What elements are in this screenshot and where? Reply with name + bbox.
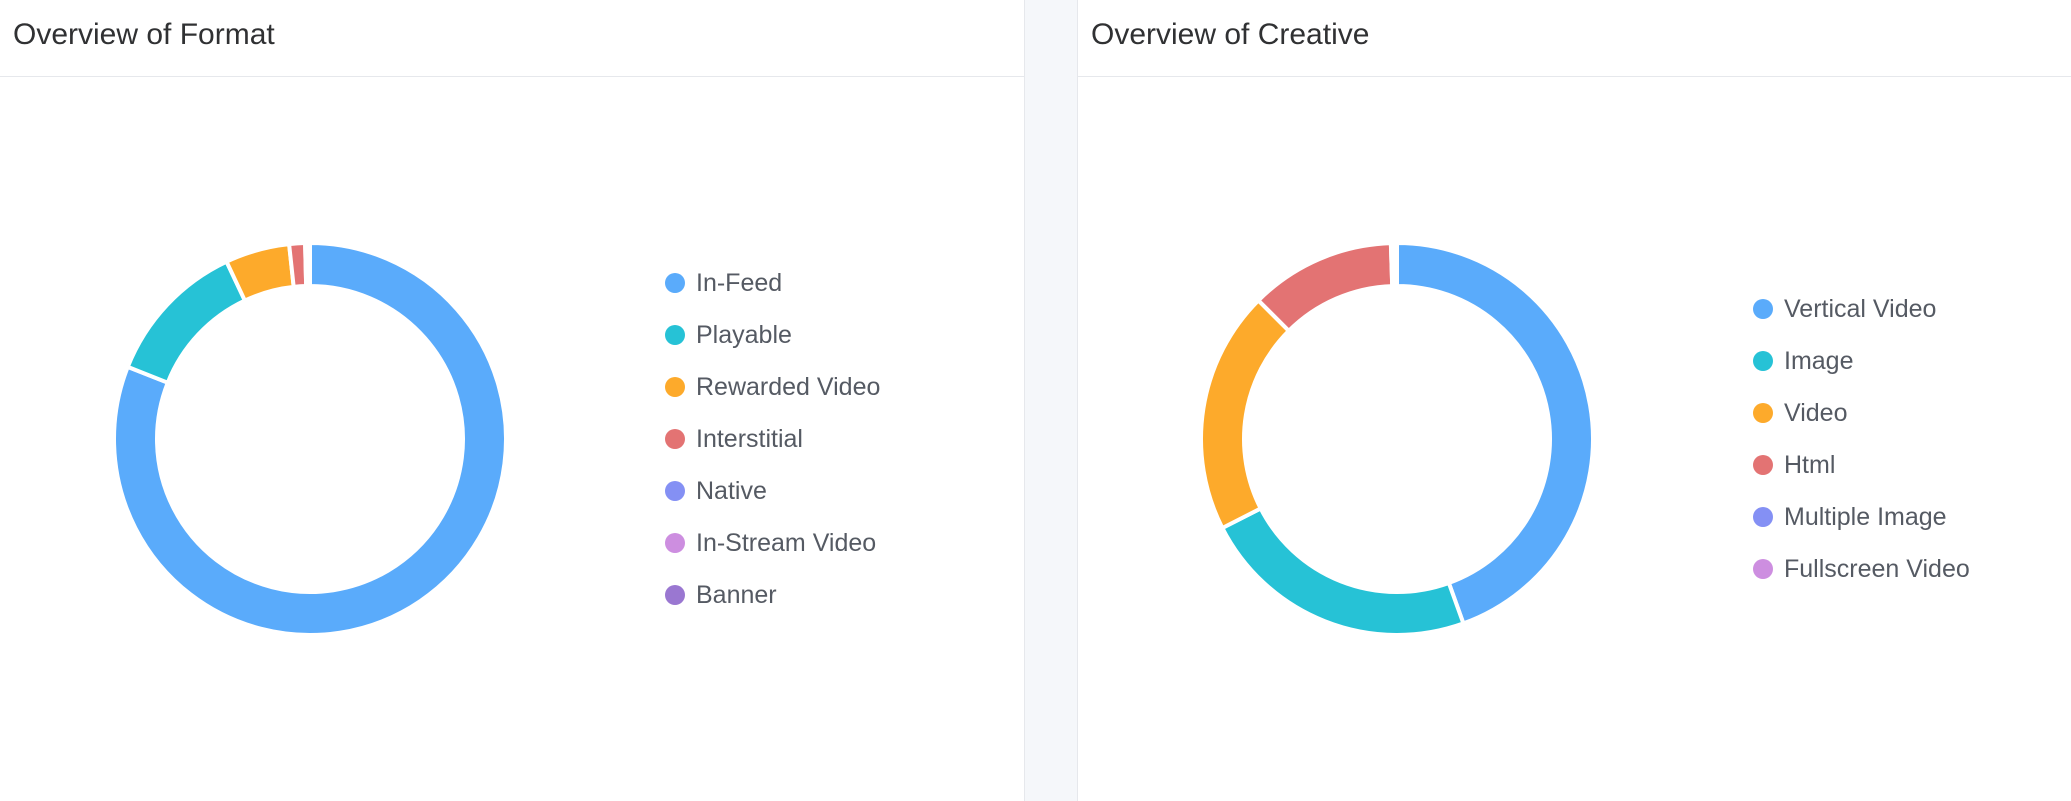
creative-slice-html[interactable]	[1256, 241, 1395, 333]
legend-dot-icon	[1753, 559, 1773, 579]
creative-legend: Vertical Video Image Video Html Multiple Ima…	[1753, 283, 1970, 595]
legend-label: Rewarded Video	[696, 372, 881, 401]
format-slice-playable[interactable]	[125, 259, 247, 385]
legend-label: Html	[1784, 450, 1836, 479]
creative-legend-item-fullscreen-video[interactable]: Fullscreen Video	[1753, 543, 1970, 595]
format-legend: In-Feed Playable Rewarded Video Interstitia…	[665, 257, 880, 621]
format-legend-item-banner[interactable]: Banner	[665, 569, 880, 621]
format-legend-item-in-stream-video[interactable]: In-Stream Video	[665, 517, 880, 569]
creative-donut-chart	[1199, 240, 1595, 637]
creative-legend-item-image[interactable]: Image	[1753, 335, 1970, 387]
format-slice-banner[interactable]	[306, 241, 312, 289]
legend-label: In-Stream Video	[696, 528, 877, 557]
legend-label: In-Feed	[696, 268, 783, 297]
format-legend-item-in-feed[interactable]: In-Feed	[665, 257, 880, 309]
legend-dot-icon	[665, 377, 685, 397]
legend-label: Image	[1784, 346, 1854, 375]
legend-label: Vertical Video	[1784, 294, 1937, 323]
creative-panel-header: Overview of Creative	[1078, 0, 2071, 77]
legend-dot-icon	[1753, 351, 1773, 371]
creative-slice-video[interactable]	[1199, 298, 1291, 530]
legend-dot-icon	[665, 481, 685, 501]
legend-dot-icon	[1753, 507, 1773, 527]
legend-dot-icon	[665, 533, 685, 553]
legend-dot-icon	[665, 325, 685, 345]
creative-legend-item-vertical-video[interactable]: Vertical Video	[1753, 283, 1970, 335]
legend-label: Multiple Image	[1784, 502, 1947, 531]
creative-slice-fullscreen-video[interactable]	[1392, 240, 1399, 289]
legend-label: Video	[1784, 398, 1848, 427]
legend-dot-icon	[665, 585, 685, 605]
creative-legend-item-html[interactable]: Html	[1753, 439, 1970, 491]
legend-label: Native	[696, 476, 767, 505]
legend-dot-icon	[1753, 455, 1773, 475]
format-legend-item-native[interactable]: Native	[665, 465, 880, 517]
legend-label: Playable	[696, 320, 792, 349]
format-panel: Overview of Format	[0, 0, 1025, 801]
creative-legend-item-video[interactable]: Video	[1753, 387, 1970, 439]
legend-dot-icon	[665, 273, 685, 293]
format-panel-header: Overview of Format	[0, 0, 1024, 77]
format-legend-item-playable[interactable]: Playable	[665, 309, 880, 361]
creative-slice-image[interactable]	[1220, 506, 1466, 637]
format-panel-title: Overview of Format	[13, 18, 275, 51]
legend-label: Fullscreen Video	[1784, 554, 1970, 583]
legend-dot-icon	[1753, 403, 1773, 423]
legend-dot-icon	[1753, 299, 1773, 319]
format-donut-chart	[112, 241, 508, 637]
legend-label: Interstitial	[696, 424, 803, 453]
legend-label: Banner	[696, 580, 777, 609]
legend-dot-icon	[665, 429, 685, 449]
creative-legend-item-multiple-image[interactable]: Multiple Image	[1753, 491, 1970, 543]
creative-panel-title: Overview of Creative	[1091, 18, 1370, 51]
creative-slice-vertical-video[interactable]	[1395, 241, 1595, 626]
format-slice-in-feed[interactable]	[112, 241, 508, 637]
format-legend-item-rewarded-video[interactable]: Rewarded Video	[665, 361, 880, 413]
format-legend-item-interstitial[interactable]: Interstitial	[665, 413, 880, 465]
